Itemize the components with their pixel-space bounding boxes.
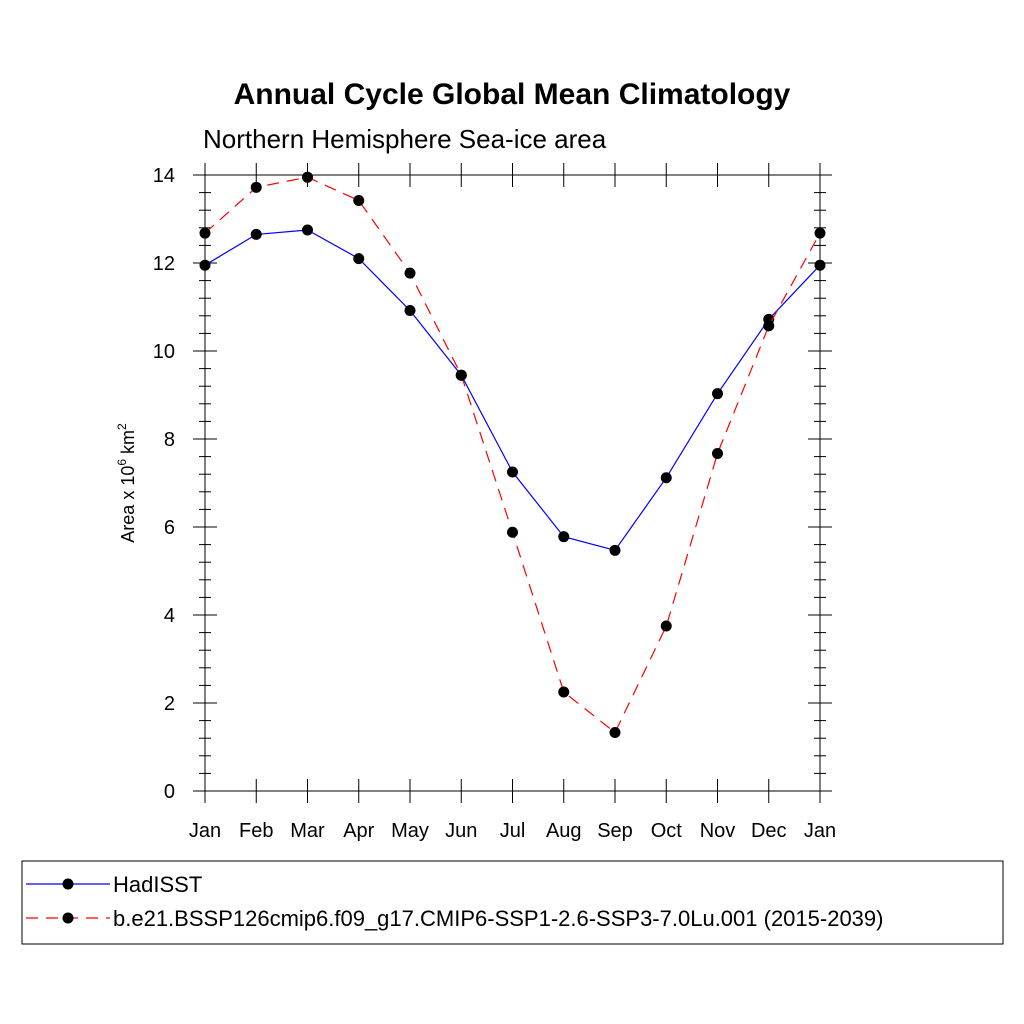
x-tick-label: Mar: [290, 820, 325, 842]
x-tick-label: Jan: [189, 820, 221, 842]
series-2-point: [712, 448, 723, 460]
x-tick-label: Feb: [239, 820, 273, 842]
series-1-point: [250, 228, 262, 240]
y-axis-label-exponent: 6: [115, 459, 129, 466]
series-2-point: [507, 526, 518, 538]
series-2-point: [302, 171, 313, 183]
x-tick-label: Jun: [445, 820, 477, 842]
series-1-point: [507, 466, 518, 478]
x-tick-label: Apr: [343, 820, 374, 842]
y-tick-label: 8: [164, 429, 175, 451]
series-2-point: [763, 320, 775, 332]
x-tick-label: Jan: [804, 820, 836, 842]
series-1-point: [558, 531, 570, 543]
series-2-point: [404, 267, 416, 279]
x-tick-label: Dec: [751, 820, 787, 842]
series-2-point: [558, 686, 570, 698]
y-tick-label: 2: [164, 693, 175, 715]
series-1-point: [199, 259, 211, 271]
y-axis-label: Area x 106 km2: [115, 423, 138, 543]
series-2-point: [199, 227, 211, 239]
series-1-point: [712, 388, 723, 400]
series-line-1: [204, 229, 821, 551]
series-2-point: [814, 227, 826, 239]
x-tick-label: Oct: [651, 820, 683, 842]
series-2-point: [660, 620, 672, 632]
y-axis-label-unit-exponent: 2: [115, 423, 129, 430]
y-axis-label-unit: km: [118, 430, 138, 459]
y-tick-label: 6: [164, 517, 175, 539]
y-tick-label: 4: [164, 605, 175, 627]
legend-label-1: HadISST: [113, 872, 202, 897]
y-tick-label: 0: [164, 781, 175, 803]
legend-box: [21, 860, 1004, 945]
series-1-point: [302, 224, 313, 236]
y-tick-label: 10: [153, 341, 175, 363]
series-2-point: [353, 195, 365, 207]
series-2-point: [250, 181, 262, 193]
legend-marker-2: [62, 912, 74, 924]
y-tick-label: 14: [153, 165, 175, 187]
x-tick-label: Jul: [500, 820, 526, 842]
series-1-point: [609, 544, 621, 556]
legend: HadISST b.e21.BSSP126cmip6.f09_g17.CMIP6-…: [21, 860, 1004, 945]
legend-marker-1: [62, 878, 74, 890]
y-axis-label-text: Area x 10: [118, 466, 138, 543]
y-tick-label: 12: [153, 253, 175, 275]
chart-title: Annual Cycle Global Mean Climatology: [234, 78, 791, 111]
legend-label-2: b.e21.BSSP126cmip6.f09_g17.CMIP6-SSP1-2.…: [113, 906, 883, 931]
series-1-point: [353, 253, 365, 265]
x-tick-label: May: [391, 820, 429, 842]
series-1-point: [660, 472, 672, 484]
series-layer: [199, 171, 826, 738]
chart-subtitle: Northern Hemisphere Sea-ice area: [203, 124, 607, 154]
series-1-point: [814, 259, 826, 271]
plot-frame: [204, 174, 821, 792]
series-line-2: [204, 176, 821, 734]
x-tick-label: Sep: [597, 820, 633, 842]
series-1-point: [404, 305, 416, 317]
x-tick-label: Nov: [700, 820, 736, 842]
x-tick-label: Aug: [546, 820, 582, 842]
axes: 0 2 4 6 8 10 12 14 Jan Feb Mar Apr May Jun Jul Aug Sep Oc…: [153, 163, 836, 842]
series-2-point: [455, 369, 467, 381]
series-2-point: [609, 726, 621, 738]
